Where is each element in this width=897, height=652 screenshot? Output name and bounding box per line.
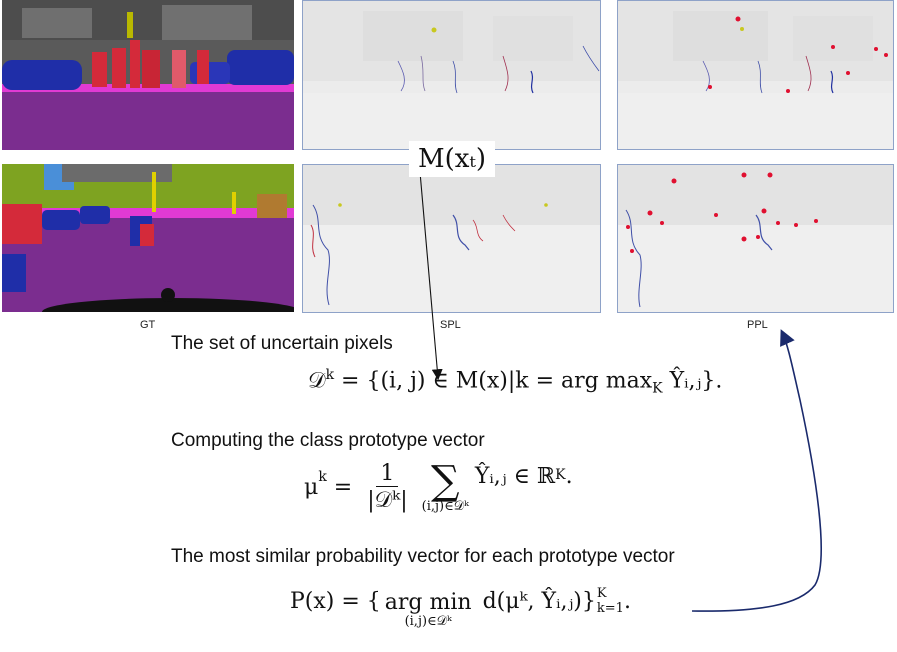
prototype-vector-title: Computing the class prototype vector — [171, 430, 485, 451]
equation-similar-vector: P(x) = { arg min (i,j)∈𝒟ᵏ d(μᵏ, Ŷᵢ,ⱼ)} K… — [290, 585, 631, 629]
spl-image-bottom — [302, 164, 601, 313]
gt-image-bottom — [2, 164, 294, 312]
prototype-fraction: 1 |𝒟ᵏ| — [367, 461, 408, 514]
mx-callout-text: M(xₜ) — [418, 144, 486, 174]
uncertain-pixels-title: The set of uncertain pixels — [171, 333, 393, 354]
ppl-feedback-arrow — [691, 329, 823, 612]
mx-arrow — [419, 171, 443, 381]
gt-image-top — [2, 0, 294, 150]
ppl-caption: PPL — [747, 319, 768, 331]
mx-callout: M(xₜ) — [409, 141, 495, 177]
sum-operator: ∑ (i,j)∈𝒟ᵏ — [421, 457, 469, 514]
gt-caption: GT — [140, 319, 156, 331]
ppl-image-top — [617, 0, 894, 150]
similar-vector-title: The most similar probability vector for … — [171, 546, 675, 567]
spl-image-top — [302, 0, 601, 150]
spl-caption: SPL — [440, 319, 461, 331]
ppl-image-bottom — [617, 164, 894, 313]
equation-uncertain-set: 𝒟k = {(i, j) ∈ M(x)|k = arg maxK Ŷᵢ,ⱼ}. — [308, 367, 723, 397]
argmin-operator: arg min (i,j)∈𝒟ᵏ — [384, 590, 472, 629]
